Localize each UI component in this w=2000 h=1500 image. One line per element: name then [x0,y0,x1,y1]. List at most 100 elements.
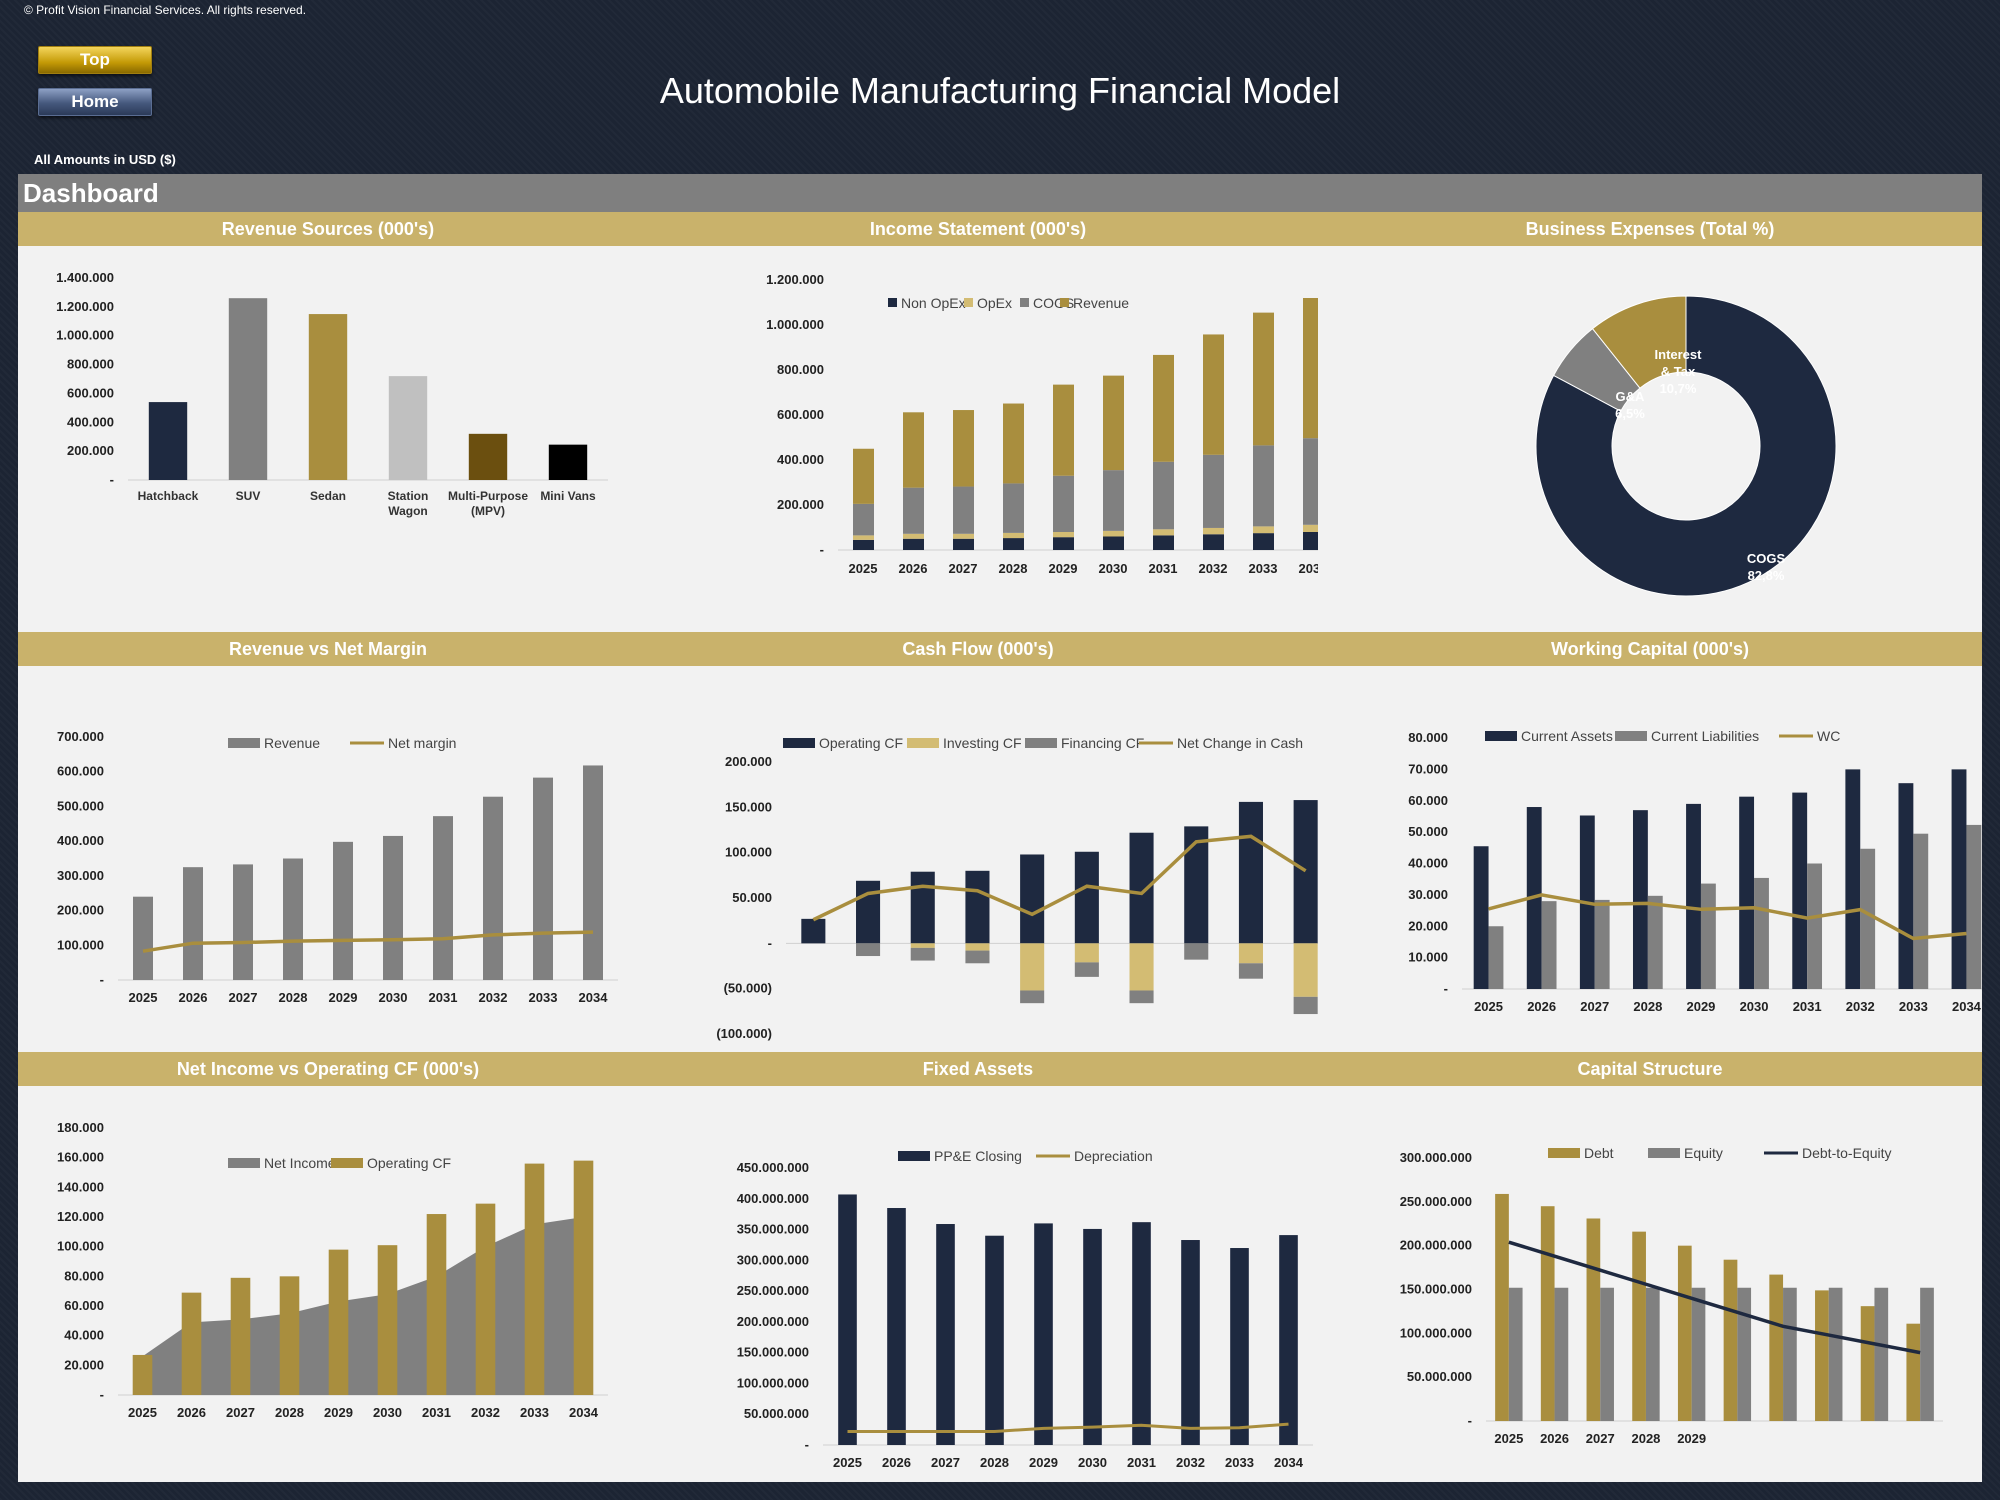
legend-swatch [1615,731,1647,741]
x-tick-label: 2033 [1225,1455,1254,1470]
bar [1508,1287,1523,1421]
stacked-bar-segment [903,538,924,550]
legend-swatch [228,738,260,748]
x-tick-label: 2028 [963,1050,992,1052]
legend-label: Operating CF [819,735,903,751]
bar [475,1203,496,1395]
bar [910,947,935,961]
bar [1815,1290,1829,1421]
y-tick-label: 700.000 [57,729,104,744]
bar [1966,824,1982,989]
legend-label: Net Income [264,1155,336,1171]
legend-label: Non OpEx [901,295,966,311]
stacked-bar-segment [1053,537,1074,550]
bar [1020,990,1045,1004]
x-tick-label: 2029 [329,990,358,1005]
stacked-bar-segment [853,503,874,536]
top-button[interactable]: Top [38,46,152,74]
legend-swatch [228,1158,260,1168]
bar [1230,1248,1249,1445]
bar [936,1224,955,1445]
y-tick-label: 150.000.000 [737,1345,809,1360]
y-tick-label: 100.000 [725,845,772,860]
bar [1020,854,1045,944]
bar [1792,792,1808,989]
bar [1181,1240,1200,1445]
pie-label: COGS [1747,551,1786,566]
section-header-revenue-vs-margin: Revenue vs Net Margin [18,632,638,666]
y-tick-label: 40.000 [1408,856,1448,871]
x-tick-label: 2029 [1018,1050,1047,1052]
stacked-bar-segment [1203,454,1224,528]
y-tick-label: 30.000 [1408,887,1448,902]
bar [1184,826,1209,944]
stacked-bar-segment [953,486,974,534]
bar [533,777,553,980]
home-button[interactable]: Home [38,88,152,116]
bar [483,796,503,980]
x-tick-label: 2027 [1580,999,1609,1014]
pie-label: 6,5% [1615,406,1645,421]
bar [1238,963,1263,979]
y-tick-label: 100.000.000 [1400,1325,1472,1340]
y-tick-label: 250.000.000 [737,1283,809,1298]
bar [524,1163,545,1395]
legend-label: Net Change in Cash [1177,735,1303,751]
legend-label: Financing CF [1061,735,1144,751]
bar [1860,1306,1875,1421]
bar [1293,996,1318,1015]
bar [1645,1287,1660,1421]
bar [1074,851,1099,944]
stacked-bar-segment [1203,527,1224,535]
stacked-bar-segment [853,539,874,550]
y-tick-label: 10.000 [1408,950,1448,965]
y-tick-label: 300.000.000 [737,1252,809,1267]
bar [1686,803,1701,989]
stacked-bar-segment [1103,530,1124,537]
bar [1034,1223,1053,1445]
pie-label: 82,8% [1748,568,1785,583]
bar [1632,1231,1646,1421]
y-tick-label: 400.000 [57,833,104,848]
x-tick-label: 2032 [471,1405,500,1420]
stacked-bar-segment [1203,534,1224,550]
x-tick-label: 2027 [908,1050,937,1052]
x-tick-label: 2027 [229,990,258,1005]
bar [1293,943,1318,997]
bar [1723,1259,1738,1421]
pie-slice [1535,295,1837,597]
section-header-fixed-assets: Fixed Assets [638,1052,1318,1086]
bar [1488,926,1504,989]
x-tick-label: 2027 [1586,1431,1615,1446]
y-tick-label: 150.000 [725,799,772,814]
line-series [1488,893,1967,941]
bar [1129,990,1154,1004]
y-tick-label: 450.000.000 [737,1160,809,1175]
x-tick-label: 2032 [1199,561,1228,576]
x-tick-label: 2028 [999,561,1028,576]
x-tick-label: 2034 [1299,561,1318,576]
y-tick-label: - [100,1387,104,1402]
bar [279,1276,300,1395]
bar [1906,1323,1921,1421]
bar [910,871,935,944]
bar [1677,1245,1692,1421]
x-tick-label: Wagon [388,504,428,518]
x-tick-label: 2025 [833,1455,862,1470]
x-tick-label: 2027 [226,1405,255,1420]
x-tick-label: 2026 [179,990,208,1005]
bar [1807,863,1823,989]
chart-cash-flow: (100.000) (50.000) - 50.000 100.000 150.000 20… [638,666,1318,1052]
bar [965,943,990,951]
x-tick-label: 2030 [1078,1455,1107,1470]
area-series [142,1217,584,1395]
legend-label: Investing CF [943,735,1022,751]
x-tick-label: 2025 [1474,999,1503,1014]
line-series [142,930,594,953]
chart-revenue-sources: - 200.000 400.000 600.000 800.000 1.000.000 1.… [18,246,638,632]
stacked-bar-segment [853,448,874,504]
legend-label: Equity [1684,1145,1723,1161]
x-tick-label: 2029 [1049,561,1078,576]
x-tick-label: 2030 [1740,999,1769,1014]
x-tick-label: 2034 [579,990,609,1005]
